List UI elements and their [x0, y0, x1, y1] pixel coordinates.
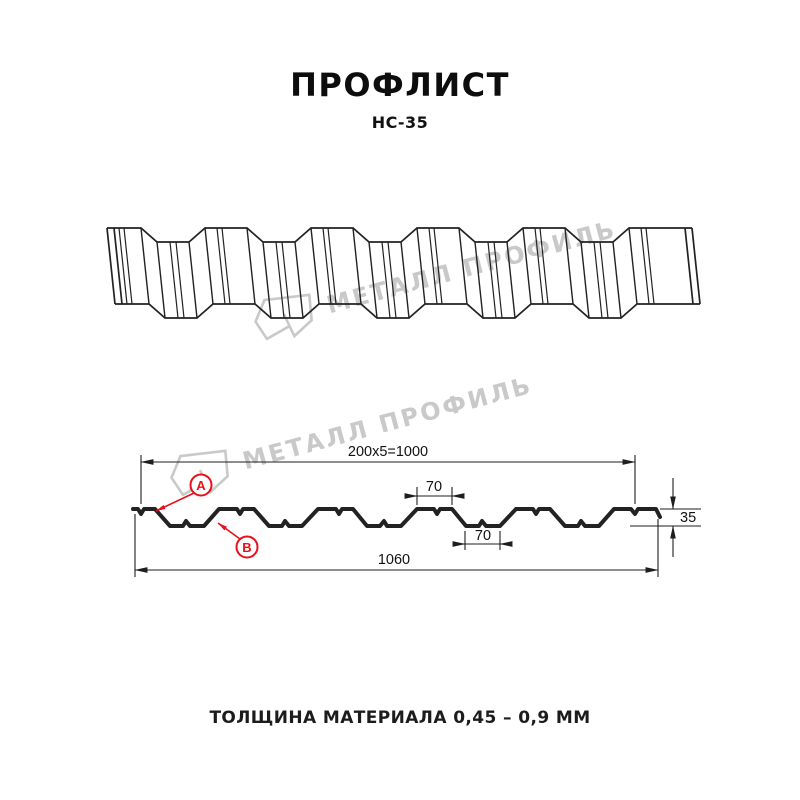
dim-rib-bottom: 70 [452, 528, 513, 550]
material-thickness-text: ТОЛЩИНА МАТЕРИАЛА 0,45 – 0,9 ММ [209, 708, 591, 728]
dim-working-width: 200x5=1000 [140, 444, 636, 504]
label-a-text: А [196, 478, 206, 493]
sheet-groove-lines [118, 227, 655, 319]
sheet-side-edges [106, 227, 701, 305]
sheet-front-edge [115, 303, 700, 319]
dim-rib-top: 70 [404, 479, 465, 505]
side-label-a: А [155, 473, 213, 512]
dim-height: 35 [630, 478, 701, 557]
dim-rib-top-label: 70 [426, 479, 442, 495]
dim-working-width-label: 200x5=1000 [348, 444, 428, 460]
metal-profil-logo-icon [254, 293, 313, 341]
sheet-back-edge [107, 227, 692, 243]
label-b-circle [235, 535, 259, 559]
cross-section-drawing: 200x5=1000 70 70 35 1 [131, 444, 701, 577]
dim-rib-bottom-label: 70 [475, 528, 491, 544]
page-title: ПРОФЛИСТ [290, 66, 510, 104]
dim-overall-width: 1060 [134, 514, 659, 577]
label-a-circle [189, 473, 213, 497]
sheet-fold-lines [140, 227, 638, 319]
watermark-1: МЕТАЛЛ ПРОФИЛЬ [246, 205, 622, 349]
side-label-b: В [217, 522, 259, 559]
label-b-text: В [242, 540, 251, 555]
dim-overall-width-label: 1060 [378, 552, 410, 568]
profile-code-subtitle: НС-35 [371, 113, 429, 132]
section-profile-line [131, 507, 662, 528]
dim-height-label: 35 [680, 510, 696, 526]
sheet-3d-drawing [106, 227, 701, 319]
